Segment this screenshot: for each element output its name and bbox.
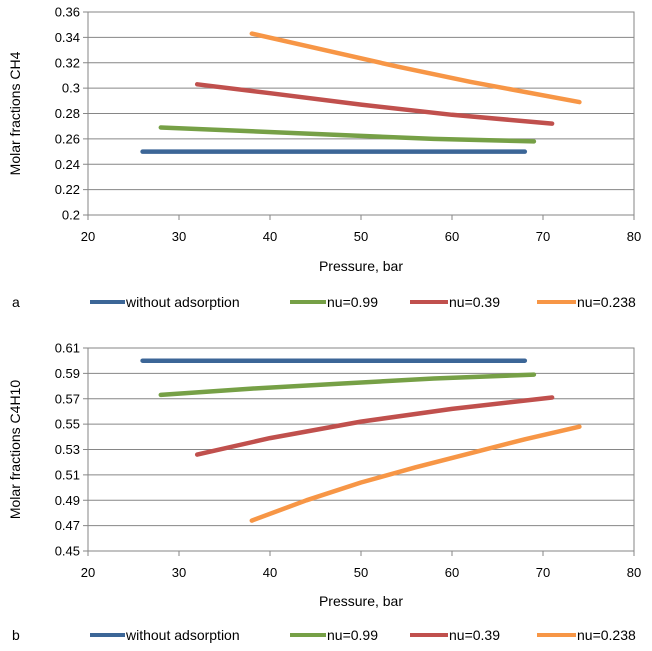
y-tick-label: 0.55 xyxy=(55,417,80,432)
legend-label: nu=0.99 xyxy=(327,294,378,310)
y-axis-title: Molar fractions C4H10 xyxy=(7,380,23,519)
x-tick-label: 80 xyxy=(627,229,641,244)
x-axis-title: Pressure, bar xyxy=(319,593,403,609)
legend-label: without adsorption xyxy=(125,627,240,643)
x-tick-label: 30 xyxy=(172,565,186,580)
series-line-nu-0-99 xyxy=(158,125,537,144)
y-tick-label: 0.32 xyxy=(55,55,80,70)
legend: without adsorption nu=0.99 nu=0.39 nu=0.238 xyxy=(90,294,636,310)
y-tick-label: 0.36 xyxy=(55,5,80,20)
series-line-nu-0-39 xyxy=(194,82,555,126)
y-tick-label: 0.34 xyxy=(55,30,80,45)
x-tick-label: 20 xyxy=(81,229,95,244)
y-tick-label: 0.26 xyxy=(55,131,80,146)
x-tick-label: 20 xyxy=(81,565,95,580)
y-tick-label: 0.24 xyxy=(55,157,80,172)
series-line-nu-0-238 xyxy=(249,31,582,105)
legend-label: nu=0.99 xyxy=(327,627,378,643)
chart-panel-a: 0.2 0.22 0.24 0.26 0.28 0.3 0.32 0.34 0.36 20 30 40… xyxy=(7,5,641,311)
x-tick-label: 80 xyxy=(627,565,641,580)
panel-label: b xyxy=(12,627,20,643)
legend-label: nu=0.39 xyxy=(449,627,500,643)
x-tick-label: 30 xyxy=(172,229,186,244)
y-tick-label: 0.51 xyxy=(55,467,80,482)
series-line-nu-0-39 xyxy=(194,395,555,457)
y-axis-title: Molar fractions CH4 xyxy=(7,51,23,175)
x-axis-title: Pressure, bar xyxy=(319,258,403,274)
y-tick-label: 0.57 xyxy=(55,391,80,406)
legend-label: without adsorption xyxy=(125,294,240,310)
y-tick-label: 0.59 xyxy=(55,366,80,381)
x-tick-label: 50 xyxy=(354,229,368,244)
y-tick-label: 0.61 xyxy=(55,341,80,356)
legend-label: nu=0.39 xyxy=(449,294,500,310)
legend: without adsorption nu=0.99 nu=0.39 nu=0.238 xyxy=(90,627,636,643)
y-tick-label: 0.53 xyxy=(55,442,80,457)
y-tick-label: 0.28 xyxy=(55,106,80,121)
x-tick-label: 70 xyxy=(536,565,550,580)
legend-label: nu=0.238 xyxy=(577,627,636,643)
x-tick-label: 70 xyxy=(536,229,550,244)
y-tick-label: 0.3 xyxy=(62,81,80,96)
y-tick-label: 0.45 xyxy=(55,544,80,559)
x-tick-label: 60 xyxy=(445,565,459,580)
y-tick-label: 0.49 xyxy=(55,493,80,508)
y-tick-label: 0.22 xyxy=(55,182,80,197)
legend-label: nu=0.238 xyxy=(577,294,636,310)
panel-label: a xyxy=(12,294,20,310)
x-tick-label: 40 xyxy=(263,229,277,244)
chart-panel-b: 0.45 0.47 0.49 0.51 0.53 0.55 0.57 0.59 0.61 20 30… xyxy=(7,341,641,644)
x-tick-label: 50 xyxy=(354,565,368,580)
x-tick-label: 40 xyxy=(263,565,277,580)
x-tick-label: 60 xyxy=(445,229,459,244)
series-line-nu-0-238 xyxy=(249,424,582,523)
y-tick-label: 0.47 xyxy=(55,518,80,533)
y-tick-label: 0.2 xyxy=(62,208,80,223)
series-line-nu-0-99 xyxy=(158,372,537,398)
